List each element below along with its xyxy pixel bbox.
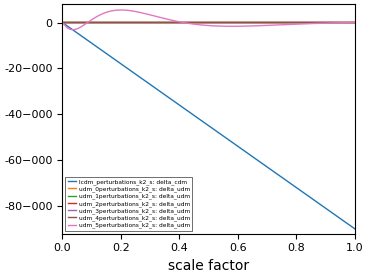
udm_1perturbations_k2_s: delta_udm: (0.971, 0): delta_udm: (0.971, 0)	[344, 21, 349, 24]
udm_4perturbations_k2_s: delta_udm: (0.971, 0): delta_udm: (0.971, 0)	[344, 21, 348, 24]
udm_4perturbations_k2_s: delta_udm: (1, 0): delta_udm: (1, 0)	[353, 21, 357, 24]
udm_3perturbations_k2_s: delta_udm: (1, 0): delta_udm: (1, 0)	[353, 21, 357, 24]
udm_3perturbations_k2_s: delta_udm: (0.971, 0): delta_udm: (0.971, 0)	[344, 21, 348, 24]
udm_3perturbations_k2_s: delta_udm: (0.46, 0): delta_udm: (0.46, 0)	[195, 21, 199, 24]
udm_5perturbations_k2_s: delta_udm: (0.488, -1.21e+03): delta_udm: (0.488, -1.21e+03)	[203, 24, 207, 27]
udm_0perturbations_k2_s: delta_udm: (0.001, 0): delta_udm: (0.001, 0)	[60, 21, 65, 24]
udm_5perturbations_k2_s: delta_udm: (0.972, -27.2): delta_udm: (0.972, -27.2)	[344, 21, 349, 24]
udm_5perturbations_k2_s: delta_udm: (0.972, -28.5): delta_udm: (0.972, -28.5)	[344, 21, 349, 24]
udm_1perturbations_k2_s: delta_udm: (0.487, 0): delta_udm: (0.487, 0)	[203, 21, 207, 24]
X-axis label: scale factor: scale factor	[168, 259, 249, 273]
udm_5perturbations_k2_s: delta_udm: (0.461, -884): delta_udm: (0.461, -884)	[195, 23, 199, 26]
udm_2perturbations_k2_s: delta_udm: (1, 0): delta_udm: (1, 0)	[353, 21, 357, 24]
udm_4perturbations_k2_s: delta_udm: (0.487, 0): delta_udm: (0.487, 0)	[203, 21, 207, 24]
udm_4perturbations_k2_s: delta_udm: (0.46, 0): delta_udm: (0.46, 0)	[195, 21, 199, 24]
udm_2perturbations_k2_s: delta_udm: (0.001, 0): delta_udm: (0.001, 0)	[60, 21, 65, 24]
Line: udm_5perturbations_k2_s: delta_udm: udm_5perturbations_k2_s: delta_udm	[63, 10, 355, 30]
udm_4perturbations_k2_s: delta_udm: (0.001, 0): delta_udm: (0.001, 0)	[60, 21, 65, 24]
Line: lcdm_perturbations_k2_s: delta_cdm: lcdm_perturbations_k2_s: delta_cdm	[63, 23, 355, 229]
udm_2perturbations_k2_s: delta_udm: (0.052, 0): delta_udm: (0.052, 0)	[75, 21, 80, 24]
udm_2perturbations_k2_s: delta_udm: (0.487, 0): delta_udm: (0.487, 0)	[203, 21, 207, 24]
udm_2perturbations_k2_s: delta_udm: (0.788, 0): delta_udm: (0.788, 0)	[291, 21, 295, 24]
udm_3perturbations_k2_s: delta_udm: (0.788, 0): delta_udm: (0.788, 0)	[291, 21, 295, 24]
lcdm_perturbations_k2_s: delta_cdm: (0.788, -7.09e+04): delta_cdm: (0.788, -7.09e+04)	[291, 183, 295, 187]
udm_4perturbations_k2_s: delta_udm: (0.052, 0): delta_udm: (0.052, 0)	[75, 21, 80, 24]
udm_5perturbations_k2_s: delta_udm: (0.0525, -2.61e+03): delta_udm: (0.0525, -2.61e+03)	[75, 27, 80, 30]
lcdm_perturbations_k2_s: delta_cdm: (1, -9e+04): delta_cdm: (1, -9e+04)	[353, 227, 357, 231]
Legend: lcdm_perturbations_k2_s: delta_cdm, udm_0perturbations_k2_s: delta_udm, udm_1per: lcdm_perturbations_k2_s: delta_cdm, udm_…	[65, 177, 192, 231]
lcdm_perturbations_k2_s: delta_cdm: (0.001, -90): delta_cdm: (0.001, -90)	[60, 21, 65, 24]
udm_2perturbations_k2_s: delta_udm: (0.971, 0): delta_udm: (0.971, 0)	[344, 21, 348, 24]
udm_5perturbations_k2_s: delta_udm: (0.201, 5.47e+03): delta_udm: (0.201, 5.47e+03)	[119, 8, 123, 12]
udm_3perturbations_k2_s: delta_udm: (0.052, 0): delta_udm: (0.052, 0)	[75, 21, 80, 24]
udm_2perturbations_k2_s: delta_udm: (0.971, 0): delta_udm: (0.971, 0)	[344, 21, 349, 24]
udm_1perturbations_k2_s: delta_udm: (1, 0): delta_udm: (1, 0)	[353, 21, 357, 24]
udm_0perturbations_k2_s: delta_udm: (0.487, 0): delta_udm: (0.487, 0)	[203, 21, 207, 24]
udm_0perturbations_k2_s: delta_udm: (0.46, 0): delta_udm: (0.46, 0)	[195, 21, 199, 24]
udm_2perturbations_k2_s: delta_udm: (0.46, 0): delta_udm: (0.46, 0)	[195, 21, 199, 24]
udm_5perturbations_k2_s: delta_udm: (0.789, -765): delta_udm: (0.789, -765)	[291, 23, 296, 26]
lcdm_perturbations_k2_s: delta_cdm: (0.971, -8.73e+04): delta_cdm: (0.971, -8.73e+04)	[344, 221, 348, 225]
udm_4perturbations_k2_s: delta_udm: (0.971, 0): delta_udm: (0.971, 0)	[344, 21, 349, 24]
lcdm_perturbations_k2_s: delta_cdm: (0.46, -4.14e+04): delta_cdm: (0.46, -4.14e+04)	[195, 116, 199, 119]
lcdm_perturbations_k2_s: delta_cdm: (0.487, -4.38e+04): delta_cdm: (0.487, -4.38e+04)	[203, 121, 207, 125]
udm_1perturbations_k2_s: delta_udm: (0.788, 0): delta_udm: (0.788, 0)	[291, 21, 295, 24]
udm_1perturbations_k2_s: delta_udm: (0.001, 0): delta_udm: (0.001, 0)	[60, 21, 65, 24]
lcdm_perturbations_k2_s: delta_cdm: (0.052, -4.68e+03): delta_cdm: (0.052, -4.68e+03)	[75, 32, 80, 35]
udm_1perturbations_k2_s: delta_udm: (0.971, 0): delta_udm: (0.971, 0)	[344, 21, 348, 24]
lcdm_perturbations_k2_s: delta_cdm: (0.971, -8.74e+04): delta_cdm: (0.971, -8.74e+04)	[344, 221, 349, 225]
udm_4perturbations_k2_s: delta_udm: (0.788, 0): delta_udm: (0.788, 0)	[291, 21, 295, 24]
udm_0perturbations_k2_s: delta_udm: (0.971, 0): delta_udm: (0.971, 0)	[344, 21, 348, 24]
udm_5perturbations_k2_s: delta_udm: (0.035, -3.14e+03): delta_udm: (0.035, -3.14e+03)	[70, 28, 75, 31]
udm_1perturbations_k2_s: delta_udm: (0.46, 0): delta_udm: (0.46, 0)	[195, 21, 199, 24]
udm_3perturbations_k2_s: delta_udm: (0.487, 0): delta_udm: (0.487, 0)	[203, 21, 207, 24]
udm_1perturbations_k2_s: delta_udm: (0.052, 0): delta_udm: (0.052, 0)	[75, 21, 80, 24]
udm_0perturbations_k2_s: delta_udm: (1, 0): delta_udm: (1, 0)	[353, 21, 357, 24]
udm_0perturbations_k2_s: delta_udm: (0.788, 0): delta_udm: (0.788, 0)	[291, 21, 295, 24]
udm_3perturbations_k2_s: delta_udm: (0.001, 0): delta_udm: (0.001, 0)	[60, 21, 65, 24]
udm_0perturbations_k2_s: delta_udm: (0.052, 0): delta_udm: (0.052, 0)	[75, 21, 80, 24]
udm_5perturbations_k2_s: delta_udm: (0.001, -131): delta_udm: (0.001, -131)	[60, 21, 65, 24]
udm_3perturbations_k2_s: delta_udm: (0.971, 0): delta_udm: (0.971, 0)	[344, 21, 349, 24]
udm_5perturbations_k2_s: delta_udm: (1, 36.2): delta_udm: (1, 36.2)	[353, 21, 357, 24]
udm_0perturbations_k2_s: delta_udm: (0.971, 0): delta_udm: (0.971, 0)	[344, 21, 349, 24]
